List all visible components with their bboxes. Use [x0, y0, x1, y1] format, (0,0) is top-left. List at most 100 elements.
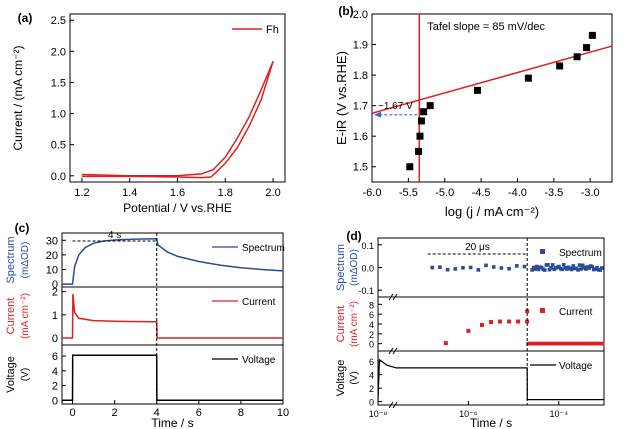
y-tick-label: 0.0 [51, 171, 66, 183]
y-axis-unit: (V) [20, 368, 31, 381]
y-tick-label: 1 [52, 310, 58, 322]
data-point [569, 267, 574, 272]
x-tick-label: -3.5 [544, 187, 563, 199]
y-tick-label: -0.1 [358, 286, 374, 296]
data-point [461, 266, 465, 270]
y-tick-label: 2.5 [51, 15, 66, 27]
axis-break-mark [392, 401, 398, 409]
data-point [535, 264, 539, 269]
x-tick-label: 10⁻⁶ [459, 409, 478, 419]
y-tick-label: 4 [369, 371, 374, 381]
legend-label: Spectrum [242, 243, 285, 254]
y-tick-label: 0 [369, 340, 374, 350]
y-axis-title: Voltage [335, 360, 347, 397]
x-tick-label: 8 [238, 407, 244, 419]
panel-c-label: (c) [15, 221, 30, 235]
y-axis-title: E-iR (V vs.RHE) [334, 51, 349, 145]
data-point [546, 263, 550, 267]
legend-swatch [540, 308, 545, 313]
legend-label: Current [242, 297, 276, 308]
data-point [584, 267, 588, 271]
data-point [415, 147, 423, 155]
axis-break-mark [388, 347, 394, 355]
y-tick-label: 1.5 [353, 162, 368, 174]
series-line-voltage [62, 354, 283, 402]
data-point [453, 267, 458, 271]
data-point [587, 266, 591, 270]
y-axis-title: Voltage [5, 356, 17, 393]
axis-break-mark [388, 293, 394, 301]
y-tick-label: 1.8 [353, 70, 368, 82]
y-tick-label: 2 [369, 330, 374, 340]
data-point [516, 319, 521, 324]
data-point [599, 266, 604, 270]
x-tick-label: -3.0 [581, 187, 600, 199]
y-tick-label: 2 [52, 381, 58, 393]
data-point [417, 117, 425, 125]
x-tick-label: 10⁻⁸ [369, 409, 388, 419]
data-point [580, 263, 585, 268]
data-point [426, 102, 434, 110]
data-point [525, 309, 530, 314]
x-tick-label: 6 [196, 407, 202, 419]
x-tick-label: 4 [154, 407, 160, 419]
data-point [533, 267, 538, 271]
data-point [549, 266, 553, 270]
x-tick-label: -5.0 [435, 187, 454, 199]
data-point [473, 86, 481, 94]
data-point [479, 322, 484, 327]
y-tick-label: 2 [369, 384, 374, 394]
data-point [595, 265, 599, 270]
data-point [588, 31, 596, 39]
y-tick-label: 1.0 [51, 109, 66, 121]
data-point [507, 266, 511, 271]
data-point [530, 268, 534, 272]
y-axis-unit: (V) [349, 371, 360, 384]
panel-d-subplot-frame [377, 350, 605, 406]
data-point [547, 267, 552, 272]
y-tick-label: 6 [369, 310, 374, 320]
panel-b-label: (b) [338, 4, 353, 18]
x-tick-label: -5.5 [399, 187, 418, 199]
data-point [556, 62, 564, 70]
y-axis-title: Current [5, 298, 17, 335]
panel-c-subplot-frame [61, 286, 284, 346]
legend-swatch [540, 249, 545, 254]
data-point [445, 267, 450, 272]
data-point [577, 263, 582, 267]
series-line-forward [81, 61, 274, 177]
y-tick-label: 4 [52, 366, 58, 378]
data-point [525, 319, 530, 324]
axis-break-mark [392, 347, 398, 355]
data-point [416, 132, 424, 140]
x-tick-label: -4.5 [472, 187, 491, 199]
y-tick-label: 1.6 [353, 131, 368, 143]
panel-a-label: (a) [18, 11, 33, 25]
x-tick-label: -6.0 [363, 187, 382, 199]
y-tick-label: 6 [52, 351, 58, 363]
data-point [430, 265, 435, 270]
y-tick-label: 0 [52, 279, 58, 291]
y-tick-label: 4 [369, 320, 374, 330]
tafel-fit-line [371, 45, 613, 114]
x-tick-label: 10 [277, 407, 289, 419]
x-tick-label: 1.8 [218, 187, 233, 199]
data-point [573, 53, 581, 61]
y-tick-label: 1.5 [51, 77, 66, 89]
y-tick-label: 8 [369, 300, 374, 310]
axis-break-mark [392, 293, 398, 301]
x-tick-label: 1.4 [122, 187, 137, 199]
data-point [583, 44, 591, 52]
data-point [514, 264, 519, 268]
y-tick-label: 0.0 [361, 264, 374, 274]
data-point [420, 108, 428, 116]
bracket-label: 20 μs [465, 242, 490, 253]
y-axis-unit: (mA cm⁻²) [20, 293, 31, 339]
legend-label: Current [559, 307, 593, 318]
y-tick-label: 1.9 [353, 40, 368, 52]
panel-d-label: (d) [346, 229, 361, 243]
data-point [550, 263, 555, 267]
y-tick-label: 0 [369, 398, 374, 408]
data-point [560, 267, 564, 272]
x-tick-label: -4.0 [508, 187, 527, 199]
